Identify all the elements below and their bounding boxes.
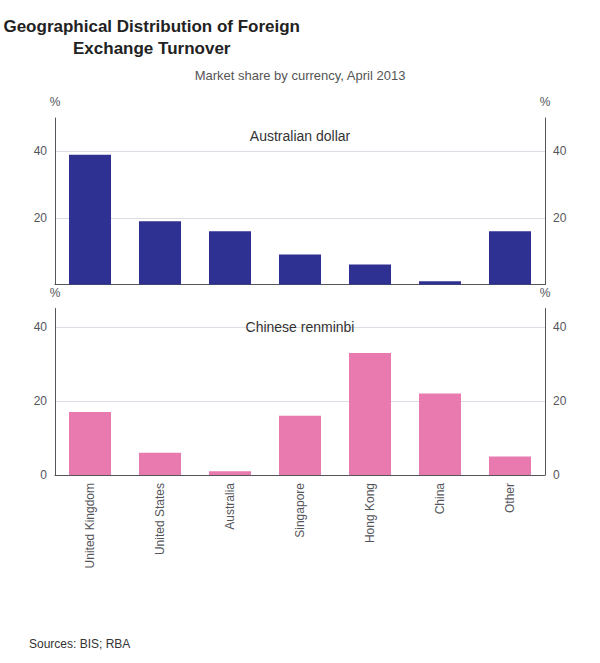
svg-text:40: 40 (553, 144, 567, 158)
svg-text:United States: United States (153, 483, 167, 555)
svg-text:20: 20 (553, 211, 567, 225)
svg-text:%: % (50, 286, 61, 300)
svg-text:China: China (433, 483, 447, 515)
svg-text:Chinese renminbi: Chinese renminbi (246, 319, 355, 335)
svg-text:20: 20 (34, 211, 48, 225)
svg-text:Sources: BIS; RBA: Sources: BIS; RBA (29, 637, 130, 651)
svg-text:%: % (540, 95, 551, 109)
svg-text:40: 40 (34, 144, 48, 158)
svg-text:%: % (50, 95, 61, 109)
svg-text:Australian dollar: Australian dollar (250, 128, 351, 144)
svg-text:0: 0 (553, 468, 560, 482)
svg-text:Geographical Distribution of F: Geographical Distribution of Foreign (3, 17, 300, 36)
svg-text:Other: Other (503, 483, 517, 513)
svg-text:40: 40 (553, 320, 567, 334)
svg-text:United Kingdom: United Kingdom (83, 483, 97, 568)
svg-text:20: 20 (34, 394, 48, 408)
svg-text:Australia: Australia (223, 483, 237, 530)
svg-text:Hong Kong: Hong Kong (363, 483, 377, 543)
svg-text:Exchange Turnover: Exchange Turnover (73, 39, 231, 58)
svg-text:Market share by currency, Apri: Market share by currency, April 2013 (195, 68, 406, 83)
svg-text:0: 0 (40, 468, 47, 482)
svg-text:%: % (540, 286, 551, 300)
svg-text:Singapore: Singapore (293, 483, 307, 538)
svg-text:20: 20 (553, 394, 567, 408)
svg-text:40: 40 (34, 320, 48, 334)
